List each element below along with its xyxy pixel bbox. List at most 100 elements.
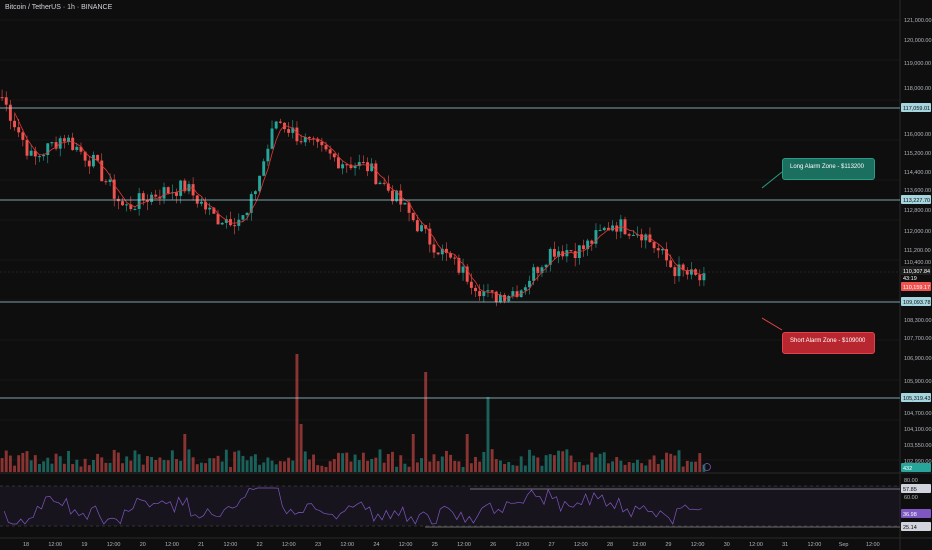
candle-body <box>511 291 515 296</box>
volume-bar <box>229 466 232 472</box>
time-axis-label: 20 <box>140 542 146 548</box>
candle-body <box>129 204 133 210</box>
volume-bar <box>91 459 95 472</box>
volume-bar <box>233 451 237 472</box>
candle-body <box>586 240 590 250</box>
volume-bar <box>656 463 660 472</box>
candle-body <box>403 202 407 205</box>
price-axis-tick: 121,000.00 <box>904 18 932 24</box>
volume-bar <box>644 465 648 472</box>
volume-bar <box>361 452 365 472</box>
candle-body <box>253 191 257 195</box>
candle-body <box>179 180 183 196</box>
volume-bar <box>258 464 262 472</box>
volume-bar <box>121 463 124 472</box>
volume-bar <box>170 450 174 472</box>
candle-body <box>337 157 340 169</box>
volume-bar <box>312 454 316 472</box>
volume-bar <box>50 463 54 472</box>
candle-body <box>71 137 75 151</box>
volume-bar <box>523 465 527 472</box>
volume-bar <box>382 462 386 472</box>
volume-bar <box>399 455 403 472</box>
candle-body <box>386 183 390 191</box>
volume-bar <box>166 460 170 472</box>
volume-bar <box>195 464 199 472</box>
time-axis-label: 12:00 <box>632 542 646 548</box>
candle-body <box>4 97 8 105</box>
volume-bar <box>287 457 291 472</box>
short-zone-pointer <box>761 317 783 331</box>
countdown-text: 43:19 <box>903 276 917 282</box>
candle-body <box>469 281 473 288</box>
price-axis-tick: 106,900.00 <box>904 356 932 362</box>
volume-bar <box>249 456 253 472</box>
volume-bar <box>332 459 336 472</box>
candle-body <box>440 248 444 255</box>
candle-body <box>133 208 137 210</box>
volume-bar <box>681 466 685 472</box>
time-axis-label: 12:00 <box>749 542 763 548</box>
volume-bar <box>283 461 286 472</box>
candle-body <box>482 291 486 297</box>
volume-bar <box>125 456 129 472</box>
time-axis-label: 25 <box>432 542 438 548</box>
candle-body <box>415 220 419 232</box>
candle-body <box>204 201 208 210</box>
volume-bar <box>390 451 394 472</box>
candle-body <box>100 160 104 182</box>
candle-body <box>262 161 266 176</box>
candle-body <box>62 138 66 142</box>
last-price-badge: 110,307.84 <box>903 269 930 275</box>
candle-body <box>332 153 336 158</box>
candle-body <box>536 267 540 274</box>
price-axis-tick: 105,900.00 <box>904 379 932 385</box>
volume-bar <box>636 459 639 472</box>
price-axis-tick: 108,300.00 <box>904 318 932 324</box>
volume-bar <box>25 451 29 472</box>
candle-body <box>673 267 677 277</box>
volume-bar <box>469 463 473 472</box>
candle-body <box>67 137 70 142</box>
volume-bar <box>374 457 378 472</box>
candle-body <box>528 280 531 288</box>
volume-bar <box>685 460 689 472</box>
candle-body <box>270 128 274 149</box>
rsi-axis-tick: 60.00 <box>904 495 918 501</box>
rsi-band <box>0 486 900 526</box>
candle-body <box>361 162 365 164</box>
volume-bar <box>245 460 249 472</box>
candle-body <box>677 264 681 277</box>
short-alarm-zone-label[interactable]: Short Alarm Zone - $109000 <box>782 332 875 354</box>
long-alarm-zone-label[interactable]: Long Alarm Zone - $113200 <box>782 158 875 180</box>
volume-bar <box>698 453 702 472</box>
level-117-badge: 117,059.01 <box>903 106 930 112</box>
candle-body <box>374 163 378 185</box>
candle-body <box>54 142 58 149</box>
candle-body <box>87 160 91 167</box>
candle-body <box>436 252 440 255</box>
volume-bar <box>677 450 681 472</box>
volume-bar <box>46 457 50 472</box>
candle-body <box>46 143 50 156</box>
volume-bar <box>370 458 374 472</box>
volume-bar <box>569 455 573 472</box>
volume-bar <box>87 465 91 472</box>
candle-body <box>83 151 87 161</box>
volume-bar <box>337 452 340 472</box>
price-axis-tick: 116,000.00 <box>904 132 931 138</box>
volume-bar <box>449 454 453 472</box>
volume-bar <box>378 449 382 472</box>
volume-bar <box>507 462 511 472</box>
candle-body <box>220 222 224 225</box>
volume-bar <box>565 449 569 472</box>
volume-bar <box>432 454 436 472</box>
candle-body <box>690 269 693 275</box>
candle-body <box>17 127 21 133</box>
volume-bar <box>640 463 644 472</box>
volume-bar <box>341 453 345 472</box>
candle-body <box>91 154 95 167</box>
time-axis-label: 30 <box>724 542 730 548</box>
candle-body <box>461 266 465 273</box>
